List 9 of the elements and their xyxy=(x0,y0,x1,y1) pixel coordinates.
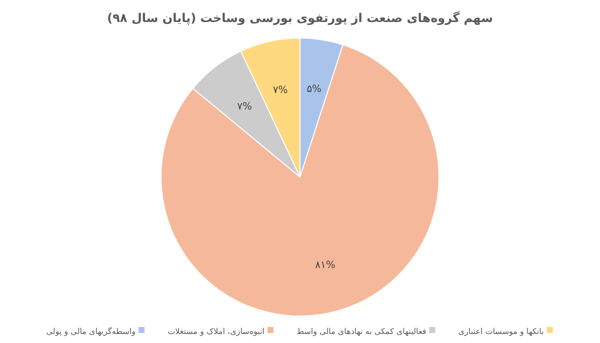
legend-label: فعالیتهای کمکی به نهادهای مالی واسط xyxy=(296,327,426,336)
data-label: ۷% xyxy=(237,102,252,113)
legend-label: بانکها و موسسات اعتباری xyxy=(458,327,544,336)
data-label: ۷% xyxy=(272,84,288,96)
legend-label: واسطه‌گریهای مالی و پولی xyxy=(46,326,136,336)
data-label: ۸۱% xyxy=(315,260,336,271)
chart-title: سهم گروه‌های صنعت از پورتفوی بورسی وساخت (پایان سال ۹۸) xyxy=(107,11,493,25)
legend-label: انبوه‌سازی، املاک و مستغلات xyxy=(168,327,265,336)
data-label: ۵% xyxy=(306,84,322,95)
